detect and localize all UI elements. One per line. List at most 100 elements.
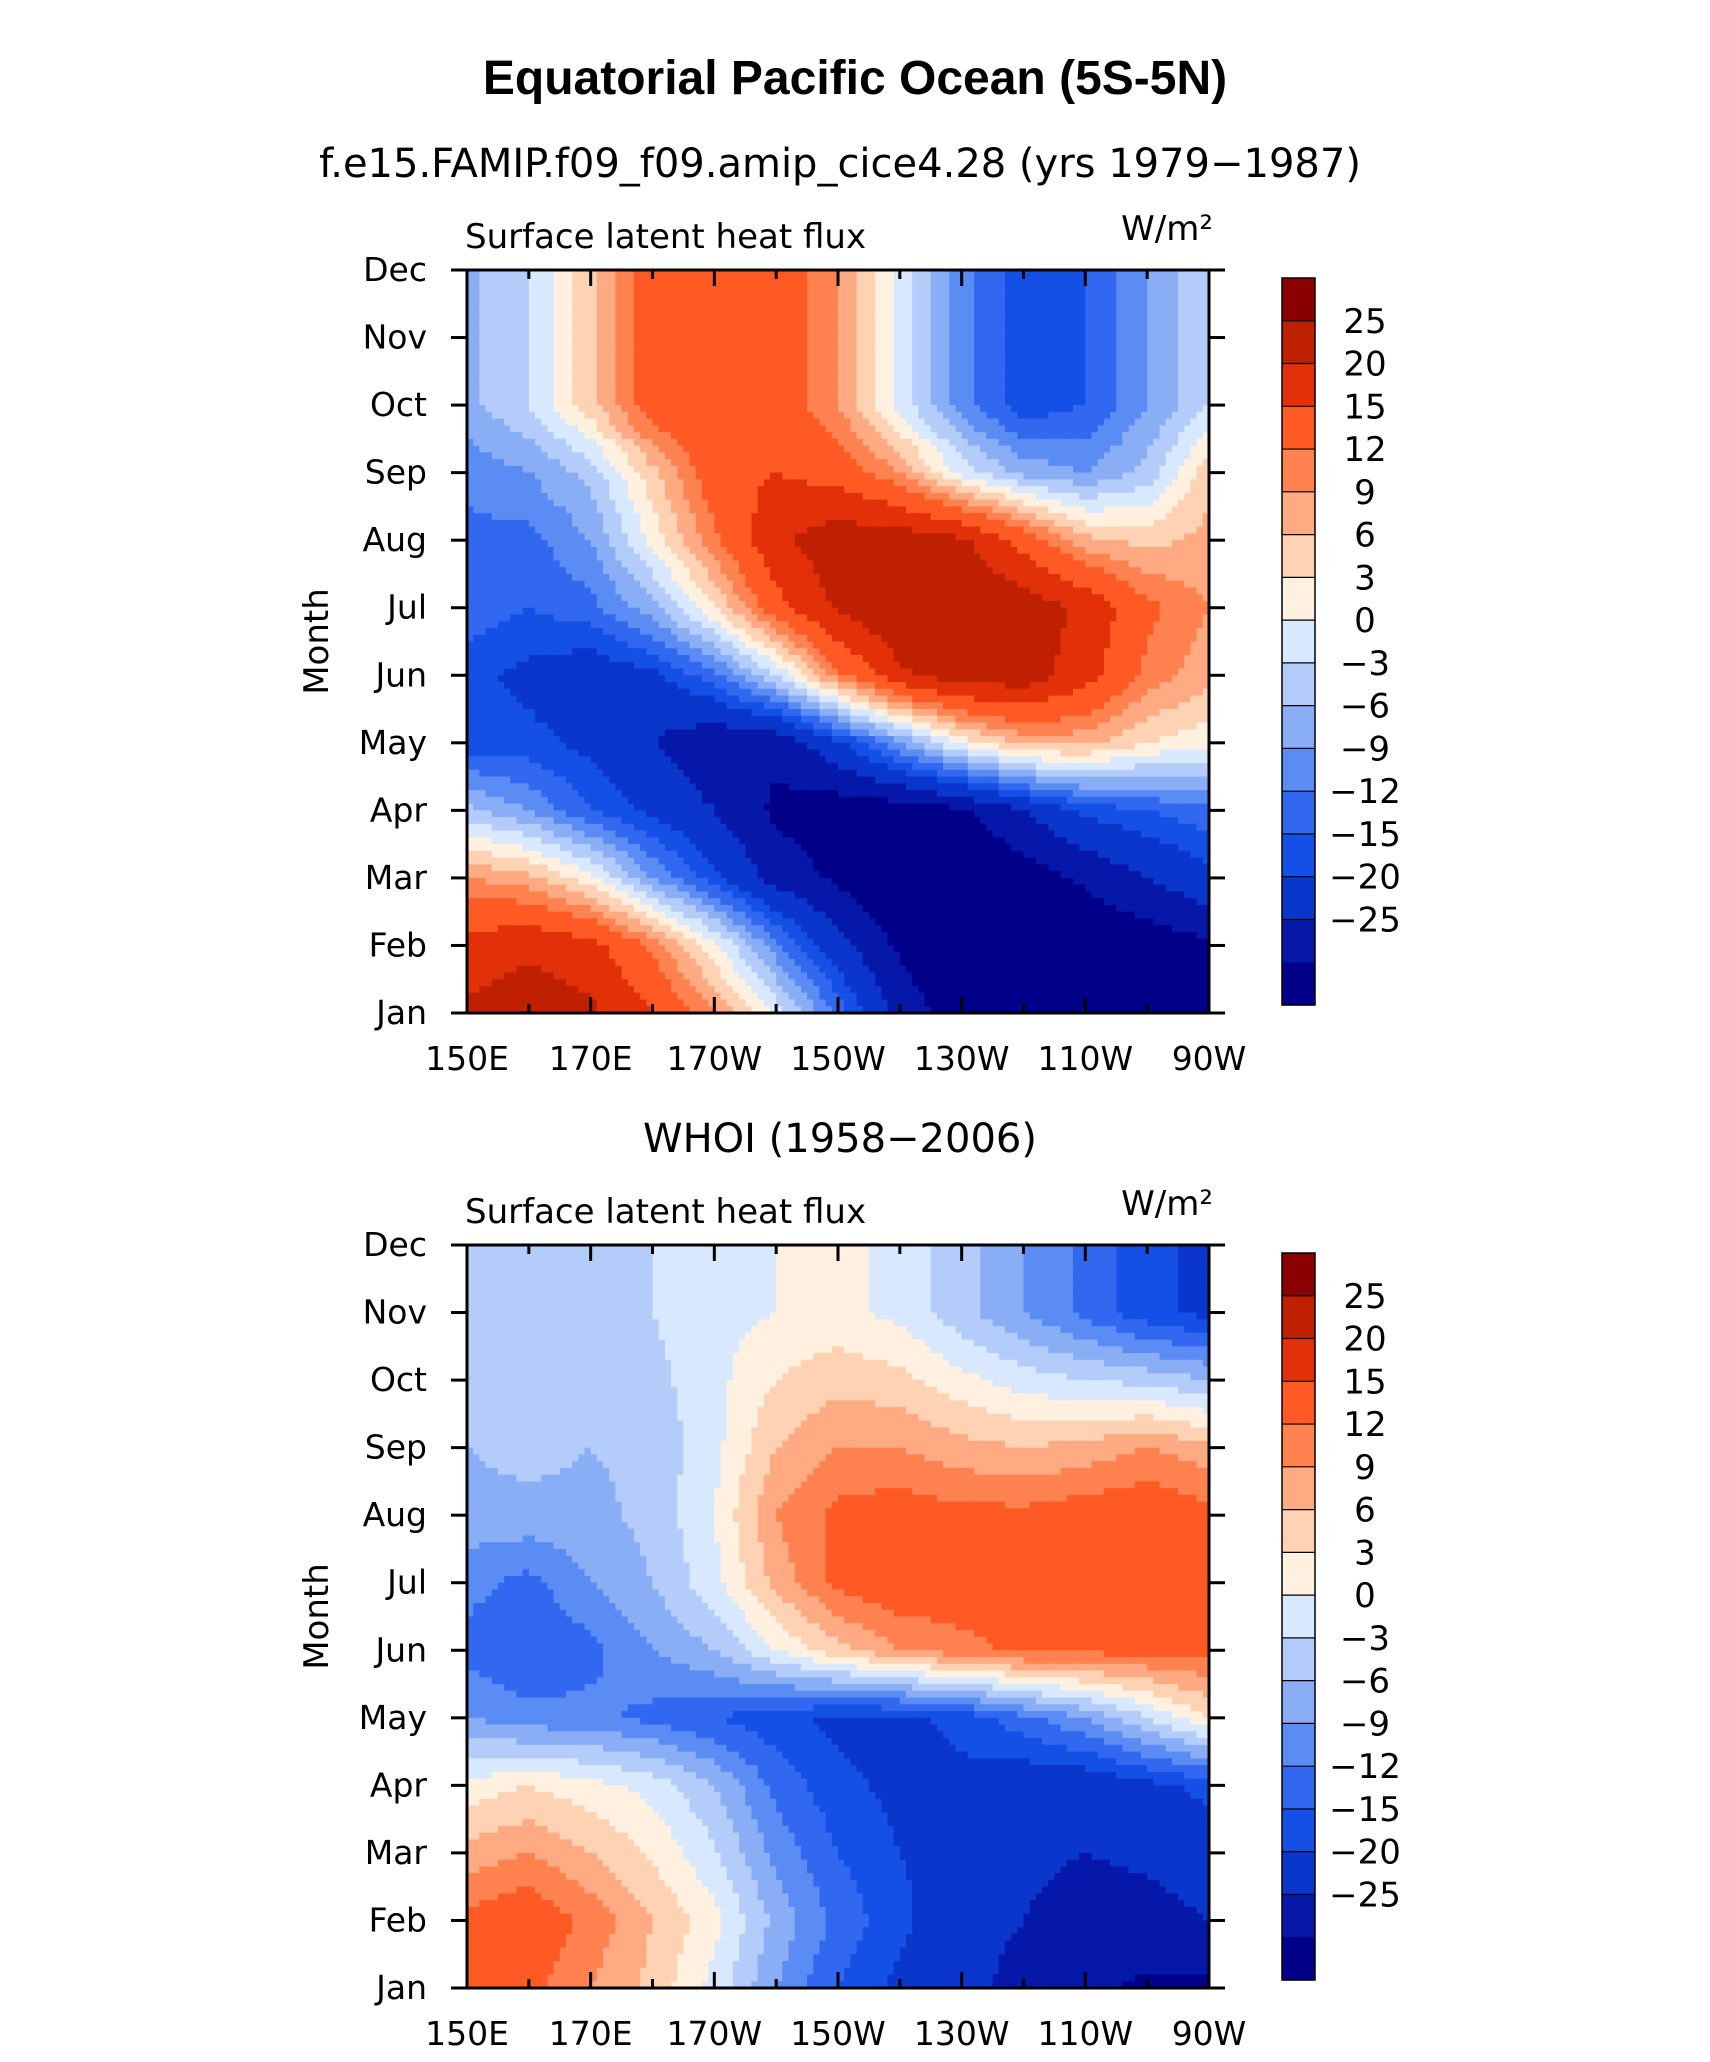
heatmap-cell xyxy=(1153,304,1160,311)
heatmap-cell xyxy=(504,479,511,486)
heatmap-cell xyxy=(869,500,876,507)
heatmap-cell xyxy=(1098,378,1105,385)
heatmap-cell xyxy=(1197,473,1204,480)
heatmap-cell xyxy=(751,425,758,432)
heatmap-cell xyxy=(1079,506,1086,513)
heatmap-cell xyxy=(1024,358,1031,365)
heatmap-cell xyxy=(819,466,826,473)
heatmap-cell xyxy=(949,412,956,419)
heatmap-cell xyxy=(881,277,888,284)
heatmap-cell xyxy=(764,351,771,358)
heatmap-cell xyxy=(943,439,950,446)
heatmap-cell xyxy=(869,277,876,284)
heatmap-cell xyxy=(1166,473,1173,480)
heatmap-cell xyxy=(665,425,672,432)
heatmap-cell xyxy=(696,358,703,365)
heatmap-cell xyxy=(993,371,1000,378)
heatmap-cell xyxy=(931,459,938,466)
heatmap-cell xyxy=(844,547,851,554)
heatmap-cell xyxy=(857,446,864,453)
heatmap-cell xyxy=(770,439,777,446)
heatmap-cell xyxy=(1190,378,1197,385)
heatmap-cell xyxy=(529,459,536,466)
heatmap-cell xyxy=(887,506,894,513)
heatmap-cell xyxy=(869,284,876,291)
heatmap-cell xyxy=(727,405,734,412)
heatmap-cell xyxy=(1017,371,1024,378)
heatmap-cell xyxy=(529,358,536,365)
heatmap-cell xyxy=(1005,459,1012,466)
heatmap-cell xyxy=(844,398,851,405)
heatmap-cell xyxy=(628,297,635,304)
heatmap-cell xyxy=(714,493,721,500)
heatmap-cell xyxy=(1048,351,1055,358)
heatmap-cell xyxy=(554,527,561,534)
heatmap-cell xyxy=(1153,533,1160,540)
heatmap-cell xyxy=(875,432,882,439)
heatmap-cell xyxy=(498,344,505,351)
heatmap-cell xyxy=(832,500,839,507)
heatmap-cell xyxy=(943,344,950,351)
heatmap-cell xyxy=(857,344,864,351)
heatmap-cell xyxy=(1011,358,1018,365)
heatmap-cell xyxy=(1042,311,1049,318)
heatmap-cell xyxy=(1110,284,1117,291)
heatmap-cell xyxy=(541,358,548,365)
heatmap-cell xyxy=(881,311,888,318)
heatmap-cell xyxy=(968,405,975,412)
heatmap-cell xyxy=(850,466,857,473)
heatmap-cell xyxy=(745,304,752,311)
heatmap-cell xyxy=(962,533,969,540)
heatmap-cell xyxy=(1061,439,1068,446)
heatmap-cell xyxy=(782,446,789,453)
heatmap-cell xyxy=(733,358,740,365)
heatmap-cell xyxy=(826,371,833,378)
heatmap-cell xyxy=(554,547,561,554)
heatmap-cell xyxy=(1104,344,1111,351)
heatmap-cell xyxy=(819,290,826,297)
heatmap-cell xyxy=(1079,358,1086,365)
heatmap-cell xyxy=(906,513,913,520)
heatmap-cell xyxy=(1061,304,1068,311)
heatmap-cell xyxy=(597,385,604,392)
heatmap-cell xyxy=(665,466,672,473)
heatmap-cell xyxy=(1036,520,1043,527)
heatmap-cell xyxy=(937,277,944,284)
heatmap-cell xyxy=(1092,338,1099,345)
heatmap-cell xyxy=(1135,290,1142,297)
heatmap-cell xyxy=(473,297,480,304)
heatmap-cell xyxy=(745,533,752,540)
heatmap-cell xyxy=(986,284,993,291)
heatmap-cell xyxy=(572,331,579,338)
heatmap-cell xyxy=(1104,500,1111,507)
heatmap-cell xyxy=(1190,533,1197,540)
heatmap-cell xyxy=(690,533,697,540)
heatmap-cell xyxy=(597,317,604,324)
heatmap-cell xyxy=(1178,344,1185,351)
heatmap-cell xyxy=(523,304,530,311)
heatmap-cell xyxy=(665,513,672,520)
heatmap-cell xyxy=(702,479,709,486)
heatmap-cell xyxy=(745,392,752,399)
heatmap-cell xyxy=(918,439,925,446)
heatmap-cell xyxy=(1153,466,1160,473)
heatmap-cell xyxy=(671,290,678,297)
heatmap-cell xyxy=(609,311,616,318)
heatmap-cell xyxy=(492,365,499,372)
heatmap-cell xyxy=(776,500,783,507)
heatmap-cell xyxy=(764,432,771,439)
heatmap-cell xyxy=(850,304,857,311)
heatmap-cell xyxy=(807,392,814,399)
heatmap-cell xyxy=(906,351,913,358)
heatmap-cell xyxy=(653,331,660,338)
heatmap-cell xyxy=(1017,398,1024,405)
heatmap-cell xyxy=(702,358,709,365)
heatmap-cell xyxy=(931,419,938,426)
heatmap-cell xyxy=(1141,304,1148,311)
heatmap-cell xyxy=(646,425,653,432)
heatmap-cell xyxy=(1172,506,1179,513)
heatmap-cell xyxy=(819,486,826,493)
heatmap-cell xyxy=(535,284,542,291)
heatmap-cell xyxy=(646,486,653,493)
heatmap-cell xyxy=(572,311,579,318)
